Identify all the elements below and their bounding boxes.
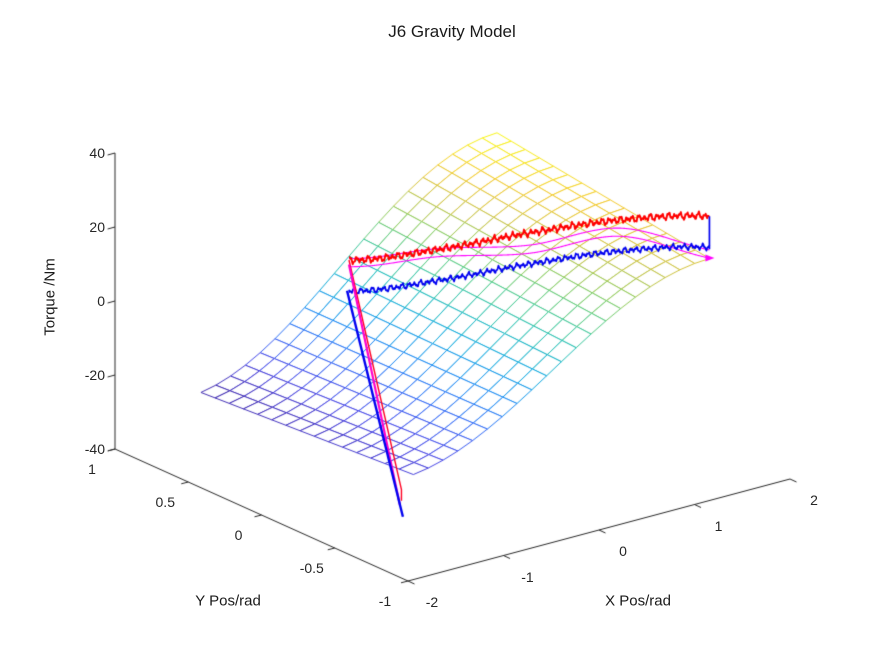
y-tick-label: -1 xyxy=(378,593,392,609)
x-tick-label: -2 xyxy=(425,594,439,610)
x-tick-label: 1 xyxy=(714,517,723,534)
y-tick-label: 0.5 xyxy=(155,494,175,510)
z-tick-label: 40 xyxy=(89,145,105,161)
y-tick-label: -0.5 xyxy=(299,560,324,576)
y-tick-label: 0 xyxy=(234,527,243,543)
x-axis-label: X Pos/rad xyxy=(605,592,671,610)
x-tick-label: 2 xyxy=(810,492,818,508)
z-axis-label: Torque /Nm xyxy=(41,258,59,336)
z-tick-label: 0 xyxy=(97,293,105,309)
y-axis-label: Y Pos/rad xyxy=(195,592,261,610)
chart-title: J6 Gravity Model xyxy=(388,22,516,41)
x-tick-label: 0 xyxy=(619,543,627,559)
x-tick-label: -1 xyxy=(521,568,534,585)
y-tick-label: 1 xyxy=(88,461,96,477)
z-tick-label: -20 xyxy=(84,367,105,383)
z-tick-label: -40 xyxy=(84,441,105,457)
z-tick-label: 20 xyxy=(89,219,105,235)
